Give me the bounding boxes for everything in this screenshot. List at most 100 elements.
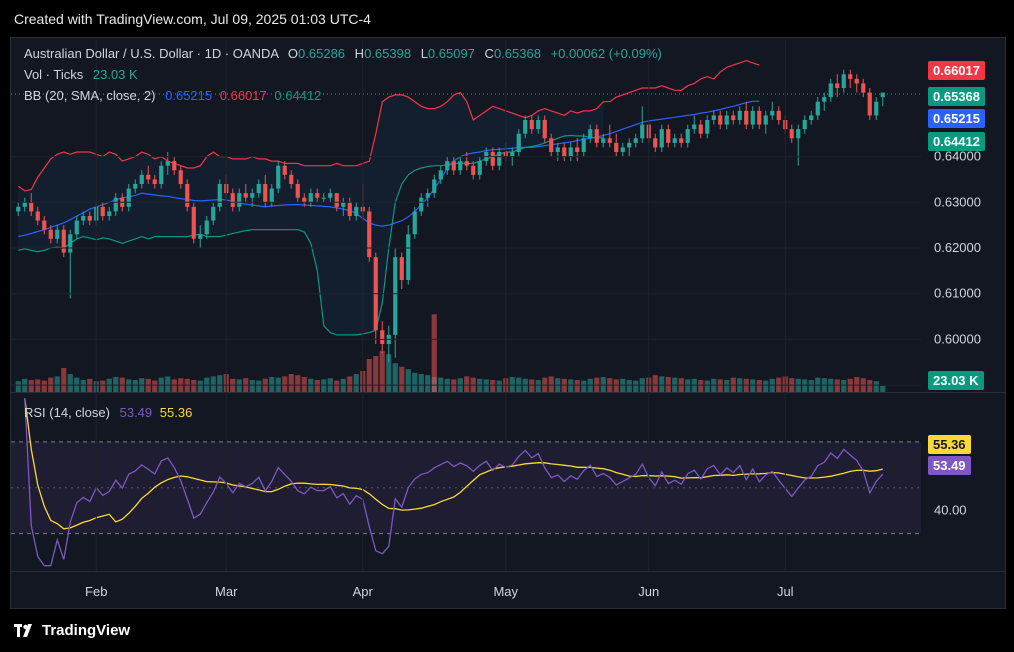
change-value: +0.00062 (+0.09%) bbox=[550, 46, 662, 61]
volume-tag: 23.03 K bbox=[928, 371, 984, 390]
bb-legend[interactable]: BB (20, SMA, close, 2) 0.65215 0.66017 0… bbox=[24, 88, 321, 103]
candle-body bbox=[685, 129, 690, 143]
bb-label: BB (20, SMA, close, 2) bbox=[24, 88, 156, 103]
high-value: 0.65398 bbox=[364, 46, 412, 61]
candle-body bbox=[269, 188, 274, 203]
candle-body bbox=[880, 92, 885, 98]
price-pane[interactable] bbox=[11, 38, 921, 392]
candle-body bbox=[523, 120, 528, 134]
candle-body bbox=[126, 188, 131, 207]
candle-body bbox=[828, 83, 833, 98]
volume-bar bbox=[808, 380, 814, 392]
candle-body bbox=[412, 211, 417, 235]
candle-body bbox=[308, 193, 313, 203]
volume-bar bbox=[535, 380, 541, 392]
volume-bar bbox=[67, 374, 73, 392]
volume-bar bbox=[347, 376, 353, 392]
volume-bar bbox=[392, 363, 398, 392]
bb-lower-value: 0.64412 bbox=[274, 88, 322, 103]
candle-body bbox=[490, 152, 495, 166]
rsi-ma-value: 55.36 bbox=[159, 405, 193, 420]
candle-body bbox=[146, 174, 151, 180]
volume-bar bbox=[418, 374, 424, 392]
volume-bar bbox=[373, 356, 379, 392]
volume-bar bbox=[529, 379, 535, 392]
volume-bar bbox=[54, 376, 60, 392]
candle-body bbox=[750, 110, 755, 125]
candle-body bbox=[35, 211, 40, 221]
candle-body bbox=[562, 147, 567, 157]
candle-body bbox=[724, 115, 729, 125]
bb-upper-price-tag: 0.66017 bbox=[928, 61, 985, 80]
tradingview-brand[interactable]: TradingView bbox=[14, 622, 130, 639]
candle-body bbox=[302, 197, 307, 203]
symbol-title[interactable]: Australian Dollar / U.S. Dollar · 1D · O… bbox=[24, 46, 279, 61]
candle-body bbox=[705, 120, 710, 134]
volume-bar bbox=[548, 376, 554, 392]
candle-body bbox=[165, 161, 170, 166]
volume-bar bbox=[217, 375, 223, 392]
rsi-label: RSI (14, close) bbox=[24, 405, 110, 420]
candle-body bbox=[692, 124, 697, 130]
candle-body bbox=[874, 101, 879, 116]
time-tick-label: Jul bbox=[777, 584, 794, 599]
candle-body bbox=[211, 206, 216, 221]
candle-body bbox=[419, 197, 424, 212]
candle-body bbox=[55, 229, 60, 239]
volume-bar bbox=[197, 380, 203, 392]
candle-body bbox=[16, 206, 21, 212]
volume-bar bbox=[249, 380, 255, 392]
candle-body bbox=[315, 193, 320, 198]
candle-body bbox=[471, 165, 476, 175]
candle-body bbox=[718, 115, 723, 125]
bb-upper-value: 0.66017 bbox=[219, 88, 267, 103]
close-label: C bbox=[484, 46, 494, 61]
candle-body bbox=[666, 129, 671, 143]
volume-bar bbox=[763, 380, 769, 392]
candle-body bbox=[698, 124, 703, 134]
candle-body bbox=[172, 161, 177, 171]
rsi-legend[interactable]: RSI (14, close) 53.49 55.36 bbox=[24, 405, 192, 420]
price-tick-label: 0.64000 bbox=[934, 149, 981, 164]
volume-legend[interactable]: Vol · Ticks 23.03 K bbox=[24, 67, 138, 82]
candle-body bbox=[653, 138, 658, 148]
volume-bar bbox=[412, 372, 418, 392]
volume-bar bbox=[321, 379, 327, 392]
candle-body bbox=[822, 97, 827, 102]
volume-bar bbox=[613, 379, 619, 392]
brand-name: TradingView bbox=[42, 622, 131, 639]
candle-body bbox=[133, 184, 138, 189]
tradingview-logo-icon bbox=[14, 624, 32, 637]
low-label: L bbox=[420, 46, 428, 61]
volume-bar bbox=[80, 380, 86, 392]
candle-body bbox=[802, 120, 807, 130]
volume-bar bbox=[366, 359, 372, 392]
candle-body bbox=[627, 142, 632, 148]
candle-body bbox=[425, 193, 430, 198]
volume-bar bbox=[574, 380, 580, 392]
candle-body bbox=[328, 193, 333, 198]
volume-bar bbox=[301, 377, 307, 392]
candle-body bbox=[185, 184, 190, 207]
candle-body bbox=[334, 193, 339, 207]
candle-body bbox=[542, 120, 547, 139]
candle-body bbox=[536, 120, 541, 130]
candle-body bbox=[854, 78, 859, 84]
volume-bar bbox=[61, 368, 67, 392]
candle-body bbox=[451, 161, 456, 171]
price-tick-label: 0.60000 bbox=[934, 331, 981, 346]
candle-body bbox=[152, 179, 157, 184]
price-tick-label: 0.61000 bbox=[934, 286, 981, 301]
last-price-tag: 0.65368 bbox=[928, 87, 985, 106]
bb-fill-area bbox=[18, 92, 604, 335]
volume-bar bbox=[750, 379, 756, 392]
volume-bar bbox=[704, 380, 710, 392]
volume-bar bbox=[28, 380, 34, 392]
volume-bar bbox=[496, 380, 502, 392]
volume-bar bbox=[724, 380, 730, 392]
candle-body bbox=[263, 184, 268, 203]
close-value: 0.65368 bbox=[493, 46, 541, 61]
candle-body bbox=[81, 216, 86, 221]
time-tick-label: Jun bbox=[638, 584, 659, 599]
